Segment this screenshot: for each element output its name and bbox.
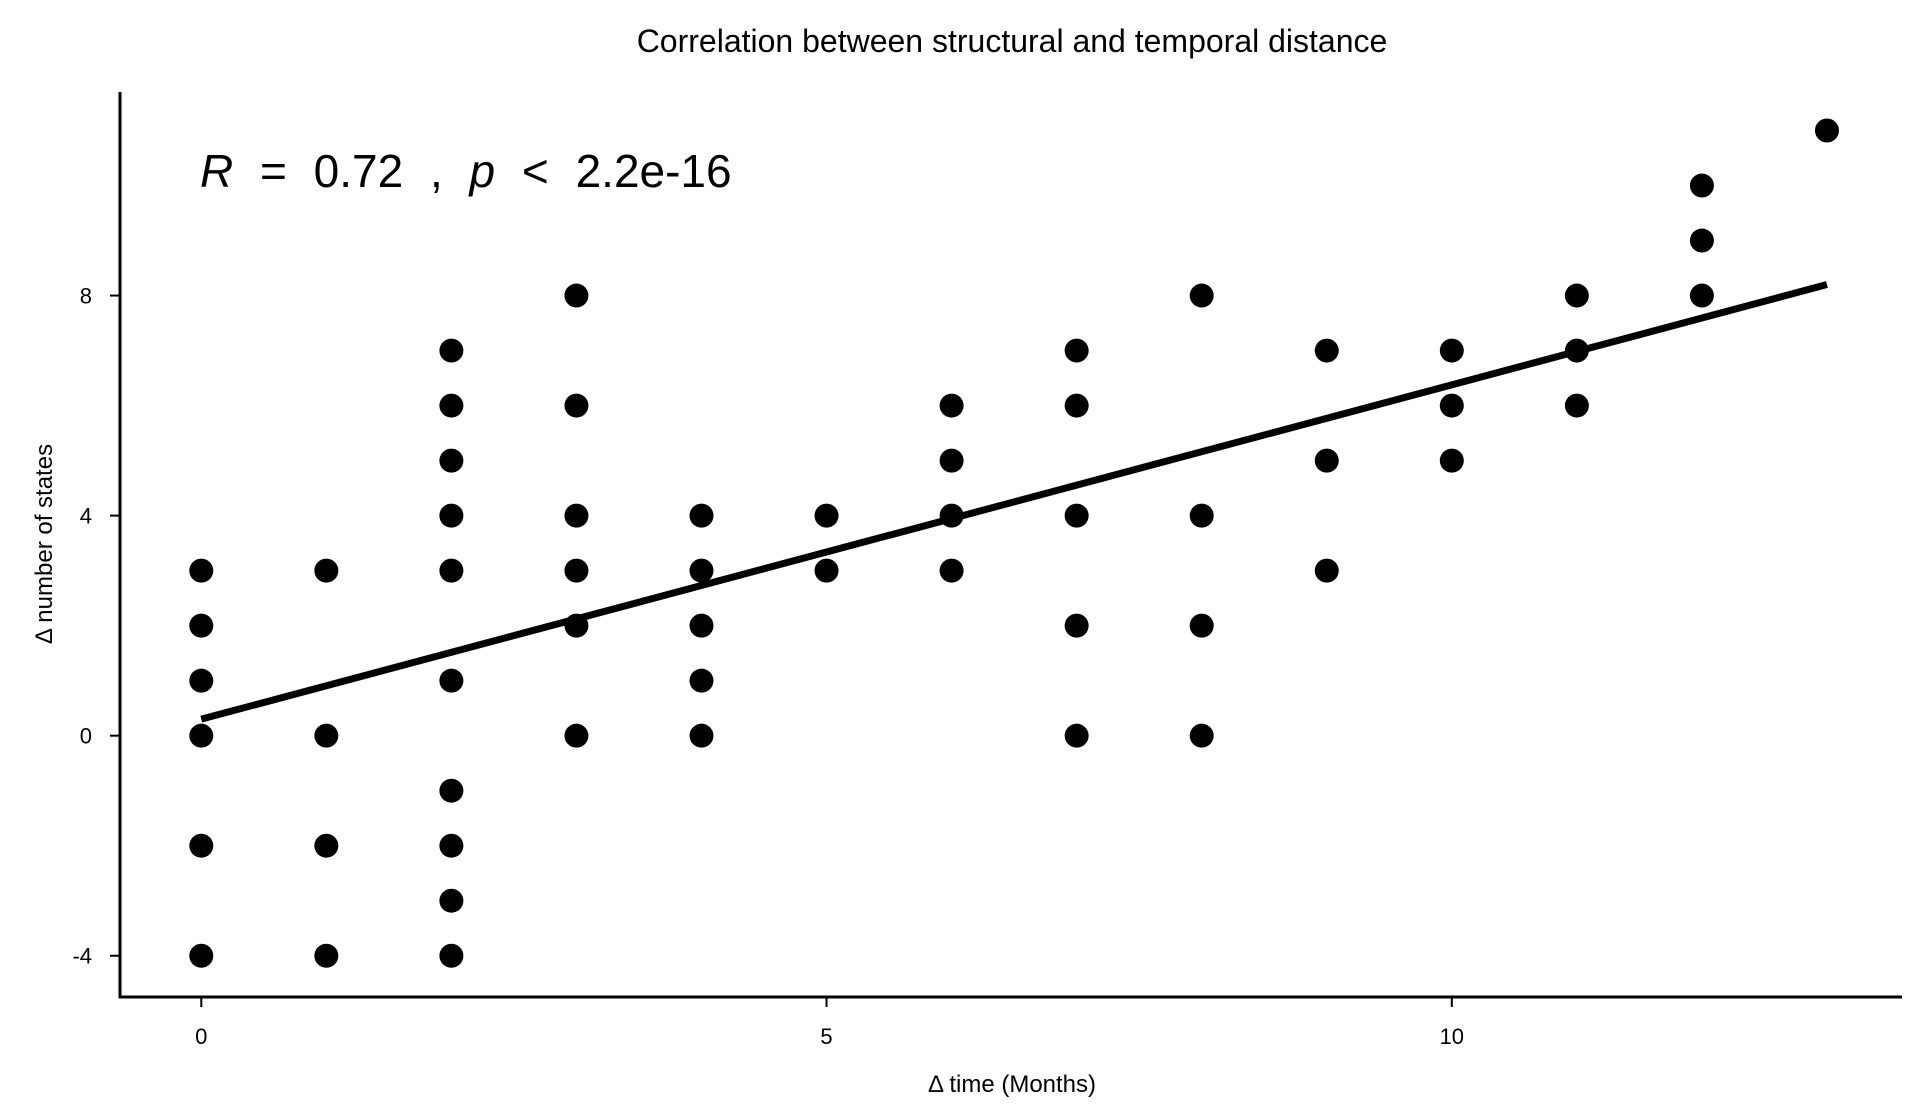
data-point [439, 338, 464, 363]
correlation-annotation: R = 0.72 , p < 2.2e-16 [200, 145, 732, 197]
data-point [189, 833, 214, 858]
data-point [1314, 448, 1339, 473]
x-tick-label: 10 [1440, 1024, 1464, 1049]
data-point [439, 888, 464, 913]
data-point [1439, 338, 1464, 363]
data-point [189, 943, 214, 968]
data-point [1064, 723, 1089, 748]
data-point [439, 833, 464, 858]
data-point [314, 558, 339, 583]
data-point [189, 723, 214, 748]
data-point [564, 283, 589, 308]
data-point [939, 558, 964, 583]
axes [118, 92, 1902, 999]
y-axis-label: Δ number of states [31, 444, 58, 644]
data-point [564, 393, 589, 418]
x-tick-label: 5 [820, 1024, 832, 1049]
data-point [1314, 338, 1339, 363]
data-point [439, 668, 464, 693]
data-point [1064, 338, 1089, 363]
fit-line-group [200, 281, 1828, 723]
data-point [1564, 283, 1589, 308]
data-point [939, 448, 964, 473]
data-point [189, 558, 214, 583]
data-point [314, 723, 339, 748]
data-point [814, 503, 839, 528]
data-point [689, 503, 714, 528]
data-point [1439, 448, 1464, 473]
data-point [564, 558, 589, 583]
data-point [1314, 558, 1339, 583]
data-point [439, 448, 464, 473]
x-axis-ticks: 0 5 10 [195, 997, 1464, 1049]
chart-title: Correlation between structural and tempo… [637, 23, 1388, 59]
annotation-p-symbol: p [468, 145, 496, 197]
svg-text:R = 0.72: R = 0.72 , p < 2.2e-16 [200, 145, 732, 197]
data-point [1689, 228, 1714, 253]
data-point [1689, 173, 1714, 198]
annotation-equals: = [260, 145, 287, 197]
y-tick-label: 0 [80, 724, 92, 749]
data-point [1564, 393, 1589, 418]
data-point [689, 668, 714, 693]
data-point [1189, 723, 1214, 748]
y-tick-label: -4 [72, 944, 92, 969]
data-point [1064, 503, 1089, 528]
data-points [189, 118, 1839, 968]
y-tick-label: 4 [80, 504, 92, 529]
y-axis-ticks: -4 0 4 8 [72, 284, 120, 969]
data-point [814, 558, 839, 583]
data-point [1814, 118, 1839, 143]
data-point [564, 503, 589, 528]
regression-line [200, 281, 1828, 723]
data-point [1189, 613, 1214, 638]
data-point [1189, 283, 1214, 308]
data-point [189, 613, 214, 638]
data-point [439, 558, 464, 583]
annotation-less-than: < [522, 145, 549, 197]
annotation-r-symbol: R [200, 145, 233, 197]
data-point [189, 668, 214, 693]
annotation-separator: , [430, 145, 443, 197]
data-point [689, 558, 714, 583]
data-point [314, 943, 339, 968]
x-tick-label: 0 [195, 1024, 207, 1049]
data-point [939, 393, 964, 418]
data-point [1064, 613, 1089, 638]
annotation-p-value: 2.2e-16 [576, 145, 732, 197]
data-point [689, 723, 714, 748]
x-axis-label: Δ time (Months) [928, 1071, 1096, 1098]
data-point [439, 943, 464, 968]
data-point [1064, 393, 1089, 418]
data-point [564, 723, 589, 748]
data-point [1689, 283, 1714, 308]
data-point [1439, 393, 1464, 418]
data-point [689, 613, 714, 638]
data-point [1189, 503, 1214, 528]
data-point [439, 778, 464, 803]
data-point [439, 503, 464, 528]
annotation-r-value: 0.72 [314, 145, 404, 197]
data-point [439, 393, 464, 418]
y-tick-label: 8 [80, 284, 92, 309]
data-point [314, 833, 339, 858]
